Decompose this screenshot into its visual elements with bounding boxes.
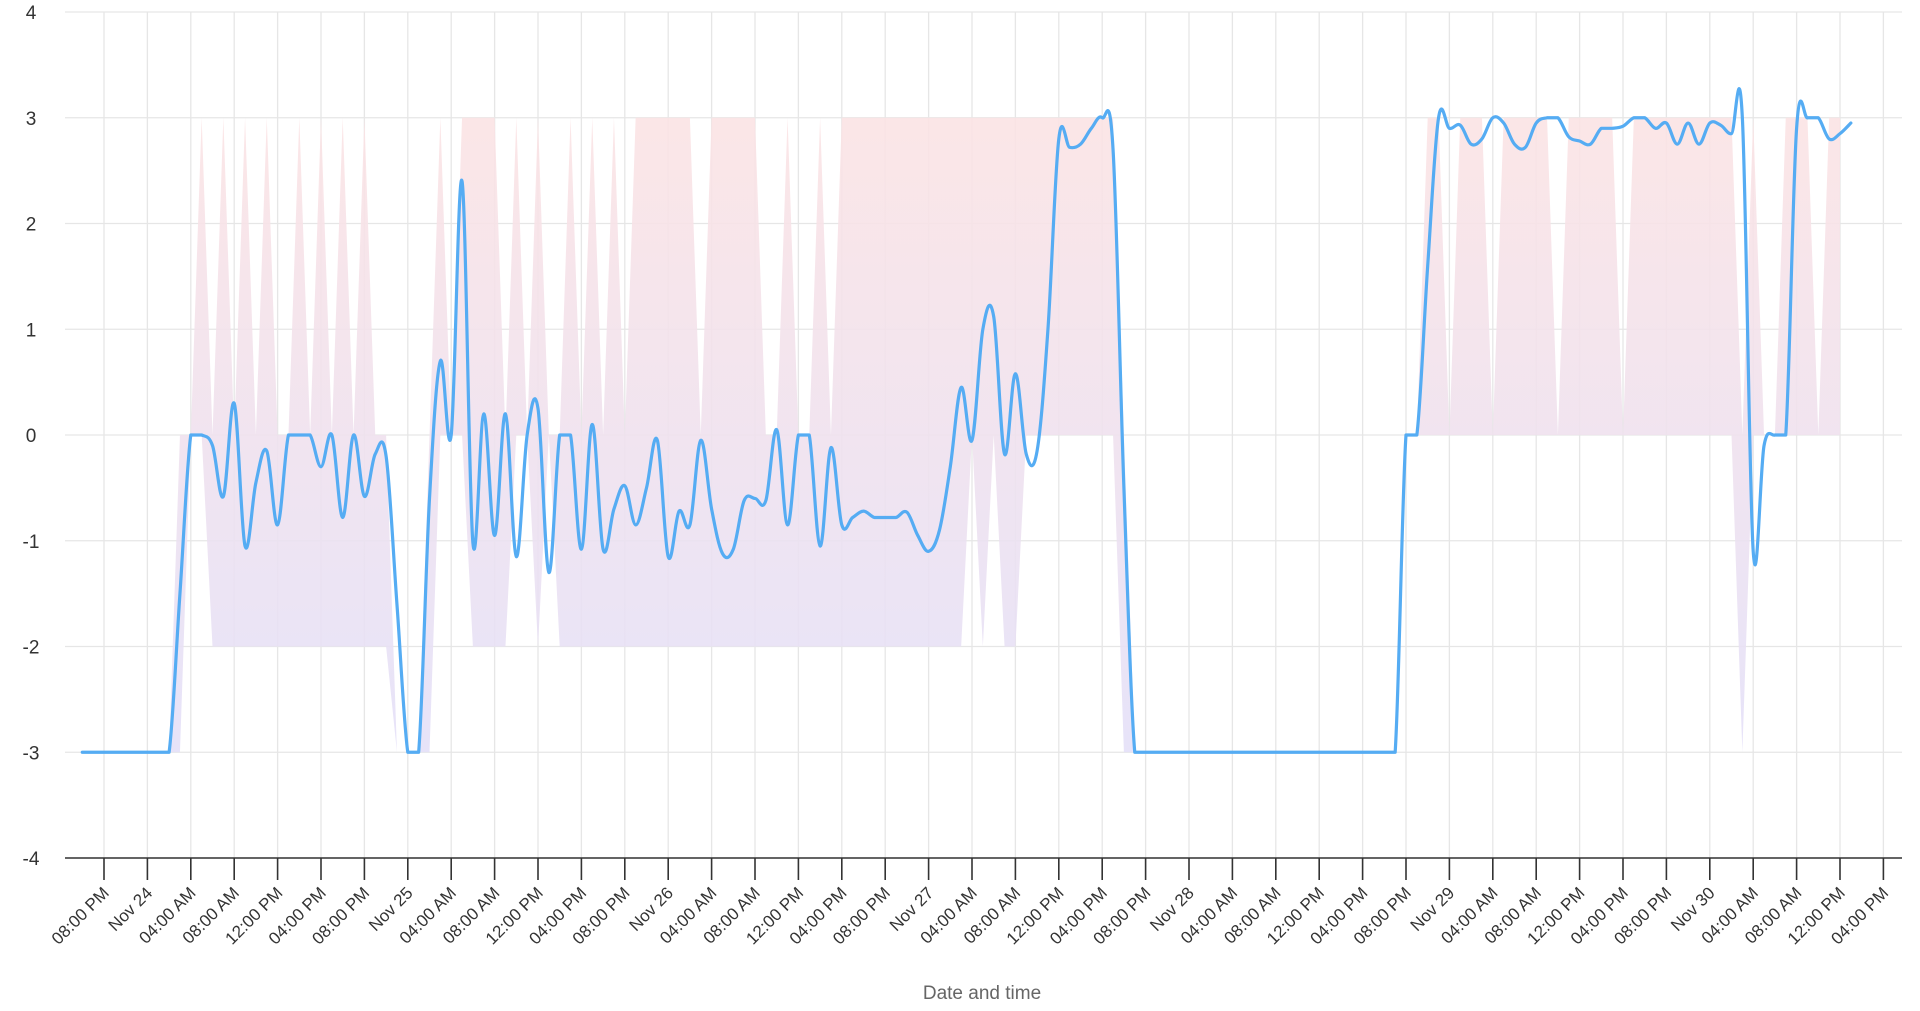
data-line [80, 87, 1853, 754]
range-band [82, 117, 1840, 753]
min-max-band [82, 117, 1840, 753]
y-tick-label: -2 [23, 638, 40, 659]
y-tick-label: 4 [26, 3, 37, 24]
y-tick-label: 2 [26, 215, 37, 236]
series-line [80, 87, 1853, 754]
y-axis-tick-labels: 4 3 2 1 0 -1 -2 -3 -4 [23, 3, 40, 870]
y-tick-label: -3 [23, 743, 40, 764]
y-tick-label: -1 [23, 532, 40, 553]
x-tick-label: 08:00 PM [48, 883, 113, 948]
x-axis-title: Date and time [923, 983, 1041, 1004]
axes [65, 857, 1902, 880]
y-tick-label: -4 [23, 849, 40, 870]
y-tick-label: 0 [26, 426, 37, 447]
y-tick-label: 1 [26, 320, 37, 341]
y-tick-label: 3 [26, 109, 37, 130]
